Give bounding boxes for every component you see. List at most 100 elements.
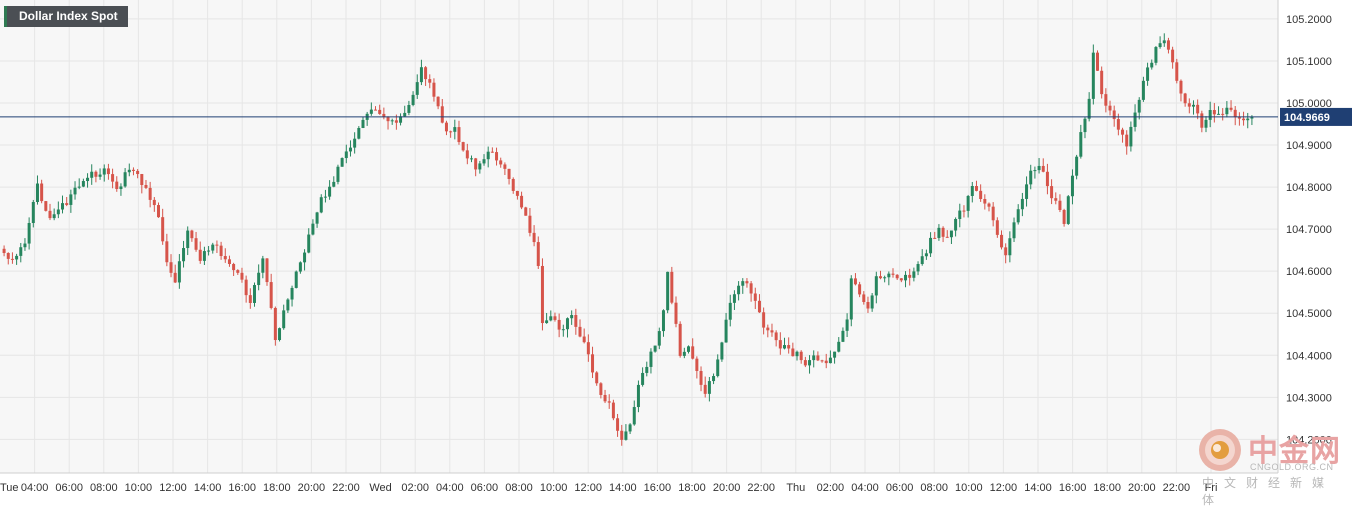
candle-down bbox=[106, 168, 110, 175]
candle-down bbox=[974, 186, 978, 191]
candle-up bbox=[1158, 43, 1162, 48]
candle-up bbox=[486, 151, 490, 160]
candle-up bbox=[1087, 98, 1091, 119]
candle-down bbox=[1212, 110, 1216, 115]
y-tick-label: 104.4000 bbox=[1286, 350, 1332, 362]
candle-down bbox=[770, 330, 774, 333]
watermark-tagline: 中文财经新媒体 bbox=[1202, 476, 1335, 507]
candle-up bbox=[661, 310, 665, 332]
candle-down bbox=[236, 270, 240, 273]
candle-down bbox=[1000, 234, 1004, 248]
candle-down bbox=[1221, 113, 1225, 115]
candle-down bbox=[1045, 171, 1049, 187]
x-tick-label: 08:00 bbox=[920, 482, 948, 494]
candle-down bbox=[503, 164, 507, 169]
candle-up bbox=[123, 172, 127, 187]
candle-down bbox=[382, 113, 386, 118]
x-tick-label: 04:00 bbox=[21, 482, 49, 494]
candle-down bbox=[979, 190, 983, 200]
candle-up bbox=[403, 112, 407, 117]
candle-up bbox=[666, 271, 670, 311]
symbol-badge: Dollar Index Spot bbox=[4, 6, 128, 27]
candle-up bbox=[741, 281, 745, 286]
candle-down bbox=[599, 383, 603, 395]
x-tick-label: Wed bbox=[369, 482, 391, 494]
candle-up bbox=[728, 302, 732, 320]
candle-down bbox=[586, 342, 590, 355]
x-tick-label: 08:00 bbox=[505, 482, 533, 494]
candle-up bbox=[453, 127, 457, 132]
y-tick-label: 104.3000 bbox=[1286, 392, 1332, 404]
candle-up bbox=[1141, 80, 1145, 100]
candle-down bbox=[2, 248, 6, 254]
candle-up bbox=[81, 181, 85, 187]
x-tick-label: 18:00 bbox=[1093, 482, 1121, 494]
candle-down bbox=[557, 319, 561, 330]
candle-down bbox=[603, 394, 607, 402]
candle-up bbox=[1033, 170, 1037, 172]
candle-down bbox=[1242, 118, 1246, 121]
x-tick-label: 12:00 bbox=[990, 482, 1018, 494]
candle-up bbox=[77, 186, 81, 188]
candle-down bbox=[1062, 209, 1066, 224]
x-tick-label: 16:00 bbox=[228, 482, 256, 494]
candle-down bbox=[983, 199, 987, 204]
candle-down bbox=[94, 171, 98, 177]
candle-up bbox=[937, 227, 941, 238]
candle-down bbox=[269, 282, 273, 308]
candle-up bbox=[69, 194, 73, 205]
candle-down bbox=[787, 345, 791, 349]
candle-up bbox=[90, 171, 94, 178]
candle-down bbox=[444, 122, 448, 132]
candle-up bbox=[653, 345, 657, 352]
candle-down bbox=[703, 384, 707, 394]
candle-down bbox=[169, 262, 173, 273]
candle-down bbox=[424, 67, 428, 80]
candle-up bbox=[808, 360, 812, 366]
candle-up bbox=[35, 183, 39, 203]
candle-down bbox=[148, 187, 152, 200]
x-tick-label: 02:00 bbox=[817, 482, 845, 494]
watermark-url: CNGOLD.ORG.CN bbox=[1250, 462, 1334, 472]
x-tick-label: 02:00 bbox=[401, 482, 429, 494]
candle-down bbox=[227, 259, 231, 265]
x-tick-label: 10:00 bbox=[955, 482, 983, 494]
x-tick-label: 22:00 bbox=[332, 482, 360, 494]
candle-up bbox=[1079, 132, 1083, 157]
x-tick-label: 08:00 bbox=[90, 482, 118, 494]
candle-up bbox=[482, 159, 486, 164]
candle-up bbox=[1250, 116, 1254, 119]
candle-up bbox=[15, 255, 19, 260]
candle-up bbox=[737, 285, 741, 295]
candle-up bbox=[307, 234, 311, 253]
candle-down bbox=[10, 258, 14, 260]
candle-up bbox=[870, 295, 874, 309]
candle-up bbox=[958, 210, 962, 220]
candle-up bbox=[186, 230, 190, 249]
candle-up bbox=[298, 262, 302, 272]
x-tick-label: 10:00 bbox=[540, 482, 568, 494]
candle-up bbox=[311, 223, 315, 235]
candle-up bbox=[1150, 62, 1154, 68]
candle-down bbox=[745, 281, 749, 284]
candle-up bbox=[716, 359, 720, 377]
x-tick-label: Thu bbox=[786, 482, 805, 494]
candle-down bbox=[945, 236, 949, 238]
y-tick-label: 104.6000 bbox=[1286, 266, 1332, 278]
candle-up bbox=[545, 320, 549, 324]
candle-up bbox=[344, 151, 348, 159]
candle-down bbox=[908, 274, 912, 278]
candle-down bbox=[799, 351, 803, 361]
candle-up bbox=[883, 277, 887, 279]
candle-down bbox=[144, 185, 148, 188]
y-tick-label: 104.9000 bbox=[1286, 140, 1332, 152]
candle-up bbox=[1191, 104, 1195, 107]
candle-up bbox=[361, 119, 365, 128]
candle-down bbox=[674, 302, 678, 324]
candle-down bbox=[1041, 165, 1045, 172]
candle-down bbox=[194, 238, 198, 250]
x-tick-label: 20:00 bbox=[298, 482, 326, 494]
candle-down bbox=[495, 152, 499, 161]
